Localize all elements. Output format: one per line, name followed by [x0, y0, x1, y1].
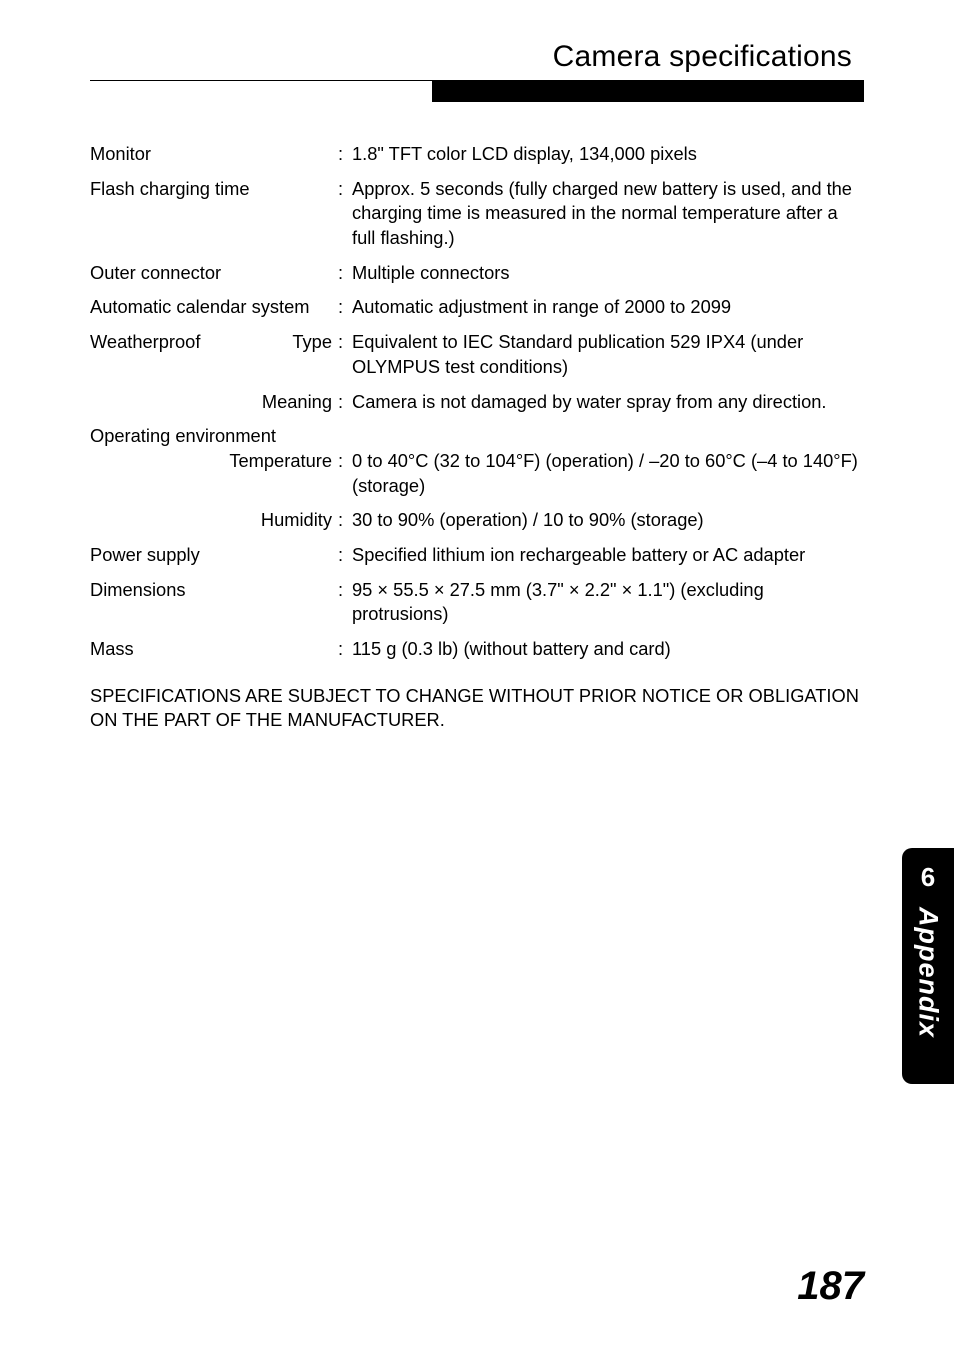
spec-table: Monitor : 1.8" TFT color LCD display, 13…: [90, 142, 864, 662]
spec-label-sub: Temperature: [229, 449, 338, 474]
spec-colon: :: [338, 142, 352, 167]
spec-colon: :: [338, 390, 352, 415]
page-number: 187: [797, 1264, 864, 1309]
spec-row: Dimensions : 95 × 55.5 × 27.5 mm (3.7" ×…: [90, 578, 864, 627]
spec-value: 30 to 90% (operation) / 10 to 90% (stora…: [352, 508, 864, 533]
spec-label: Outer connector: [90, 261, 338, 286]
spec-label-sub: Type: [292, 330, 338, 355]
spec-row: Flash charging time : Approx. 5 seconds …: [90, 177, 864, 251]
spec-value: 1.8" TFT color LCD display, 134,000 pixe…: [352, 142, 864, 167]
spec-colon: :: [338, 578, 352, 603]
spec-value: Multiple connectors: [352, 261, 864, 286]
spec-value: Equivalent to IEC Standard publication 5…: [352, 330, 864, 379]
spec-row: Outer connector : Multiple connectors: [90, 261, 864, 286]
spec-label-main: Mass: [90, 637, 134, 662]
spec-label: Monitor: [90, 142, 338, 167]
spec-label: Temperature: [90, 449, 338, 474]
spec-label-main: Monitor: [90, 142, 151, 167]
spec-label-sub: Meaning: [262, 390, 338, 415]
spec-colon: :: [338, 543, 352, 568]
spec-row: Automatic calendar system : Automatic ad…: [90, 295, 864, 320]
spec-colon: :: [338, 177, 352, 202]
spec-label-main: Operating environment: [90, 424, 276, 449]
page-title: Camera specifications: [553, 40, 852, 74]
spec-label: Mass: [90, 637, 338, 662]
side-tab-number: 6: [921, 862, 935, 893]
spec-label-sub: Humidity: [261, 508, 338, 533]
spec-row: Operating environment: [90, 424, 864, 449]
spec-value: Specified lithium ion rechargeable batte…: [352, 543, 864, 568]
spec-row: Humidity : 30 to 90% (operation) / 10 to…: [90, 508, 864, 533]
spec-row: Weatherproof Type : Equivalent to IEC St…: [90, 330, 864, 379]
spec-colon: :: [338, 295, 352, 320]
spec-label-main: Outer connector: [90, 261, 221, 286]
spec-label-main: Automatic calendar system: [90, 295, 309, 320]
spec-label: Weatherproof Type: [90, 330, 338, 355]
spec-label-main: Dimensions: [90, 578, 186, 603]
spec-label-main: Power supply: [90, 543, 200, 568]
spec-value: 0 to 40°C (32 to 104°F) (operation) / –2…: [352, 449, 864, 498]
spec-label: Meaning: [90, 390, 338, 415]
spec-row: Power supply : Specified lithium ion rec…: [90, 543, 864, 568]
spec-row: Meaning : Camera is not damaged by water…: [90, 390, 864, 415]
header-rule: [90, 80, 432, 102]
side-tab-text: Appendix: [913, 907, 944, 1038]
spec-label-main: Flash charging time: [90, 177, 250, 202]
spec-colon: :: [338, 449, 352, 474]
spec-label: Humidity: [90, 508, 338, 533]
header-black-bar: [432, 80, 864, 102]
spec-value: Automatic adjustment in range of 2000 to…: [352, 295, 864, 320]
spec-value: 95 × 55.5 × 27.5 mm (3.7" × 2.2" × 1.1")…: [352, 578, 864, 627]
spec-label: Operating environment: [90, 424, 338, 449]
spec-label: Automatic calendar system: [90, 295, 338, 320]
spec-label: Dimensions: [90, 578, 338, 603]
spec-row: Temperature : 0 to 40°C (32 to 104°F) (o…: [90, 449, 864, 498]
spec-row: Monitor : 1.8" TFT color LCD display, 13…: [90, 142, 864, 167]
page: Camera specifications Monitor : 1.8" TFT…: [0, 0, 954, 1357]
spec-colon: :: [338, 637, 352, 662]
footnote: SPECIFICATIONS ARE SUBJECT TO CHANGE WIT…: [90, 684, 864, 733]
spec-label: Flash charging time: [90, 177, 338, 202]
spec-value: Approx. 5 seconds (fully charged new bat…: [352, 177, 864, 251]
spec-value: 115 g (0.3 lb) (without battery and card…: [352, 637, 864, 662]
header-bar: [90, 80, 864, 102]
spec-label: Power supply: [90, 543, 338, 568]
spec-row: Mass : 115 g (0.3 lb) (without battery a…: [90, 637, 864, 662]
side-tab: 6 Appendix: [902, 848, 954, 1084]
spec-colon: :: [338, 508, 352, 533]
spec-colon: :: [338, 330, 352, 355]
spec-label-main: Weatherproof: [90, 330, 200, 355]
spec-value: Camera is not damaged by water spray fro…: [352, 390, 864, 415]
header-row: Camera specifications: [90, 40, 864, 74]
spec-colon: :: [338, 261, 352, 286]
